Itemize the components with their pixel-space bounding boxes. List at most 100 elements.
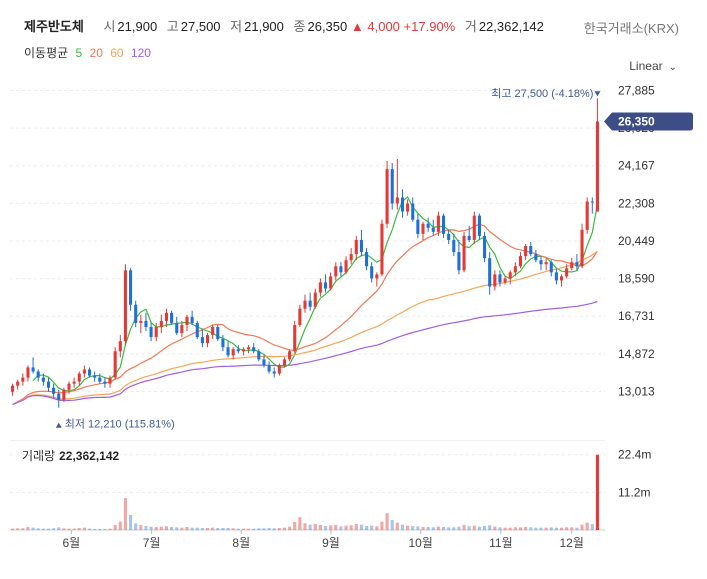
volume-bar[interactable] <box>211 527 215 530</box>
volume-bar[interactable] <box>62 528 66 530</box>
volume-bar[interactable] <box>534 527 538 530</box>
candle-body[interactable] <box>195 322 199 338</box>
volume-bar[interactable] <box>236 528 240 530</box>
volume-bar[interactable] <box>103 528 107 530</box>
volume-bar[interactable] <box>272 528 276 530</box>
volume-bar[interactable] <box>318 524 322 530</box>
volume-bar[interactable] <box>559 527 564 530</box>
price-chart[interactable]: 27,88526,02624,16722,30820,44918,59016,7… <box>0 0 707 440</box>
volume-bar[interactable] <box>462 524 466 530</box>
volume-bar[interactable] <box>139 524 143 530</box>
candle-body[interactable] <box>534 254 538 261</box>
volume-bar[interactable] <box>190 527 194 530</box>
volume-bar[interactable] <box>498 527 502 530</box>
volume-bar[interactable] <box>180 527 184 530</box>
volume-bar[interactable] <box>416 526 420 530</box>
candle-body[interactable] <box>103 381 107 384</box>
candle-body[interactable] <box>493 274 497 287</box>
candle-body[interactable] <box>595 121 599 212</box>
volume-bar[interactable] <box>436 526 440 530</box>
candle-body[interactable] <box>354 239 358 255</box>
volume-bar[interactable] <box>267 527 271 530</box>
volume-bar[interactable] <box>57 527 61 530</box>
volume-bar[interactable] <box>200 527 204 530</box>
volume-bar[interactable] <box>16 528 20 530</box>
volume-bar[interactable] <box>113 524 117 530</box>
scale-selector[interactable]: Linear ⌄ <box>629 59 677 73</box>
candle-body[interactable] <box>483 235 487 259</box>
candle-body[interactable] <box>544 262 548 265</box>
candle-body[interactable] <box>554 272 558 281</box>
candle-body[interactable] <box>164 312 169 321</box>
candle-body[interactable] <box>11 385 15 392</box>
candle-body[interactable] <box>180 324 184 334</box>
candle-body[interactable] <box>154 326 158 338</box>
candle-body[interactable] <box>77 373 81 382</box>
candle-body[interactable] <box>118 341 122 352</box>
candle-body[interactable] <box>359 239 363 253</box>
candle-body[interactable] <box>313 292 317 307</box>
volume-bar[interactable] <box>524 526 528 530</box>
candle-body[interactable] <box>559 276 564 281</box>
candle-body[interactable] <box>134 304 138 323</box>
volume-bar[interactable] <box>129 514 133 530</box>
candle-body[interactable] <box>575 262 579 267</box>
volume-bar[interactable] <box>565 527 569 530</box>
volume-bar[interactable] <box>503 527 507 530</box>
ma-5-label[interactable]: 5 <box>75 46 83 60</box>
volume-bar[interactable] <box>252 528 256 530</box>
volume-bar[interactable] <box>216 527 220 530</box>
volume-bar[interactable] <box>488 525 492 530</box>
volume-bar[interactable] <box>370 525 374 530</box>
candle-body[interactable] <box>447 233 451 240</box>
candle-body[interactable] <box>129 270 133 305</box>
volume-bar[interactable] <box>31 527 35 530</box>
volume-bar[interactable] <box>365 525 369 530</box>
candle-body[interactable] <box>200 337 204 344</box>
volume-bar[interactable] <box>149 526 153 530</box>
volume-bar[interactable] <box>339 526 343 530</box>
volume-bar[interactable] <box>431 527 435 530</box>
candle-body[interactable] <box>277 365 281 374</box>
candle-body[interactable] <box>46 381 51 388</box>
candle-body[interactable] <box>385 169 389 224</box>
volume-bar[interactable] <box>585 522 589 530</box>
volume-bar[interactable] <box>426 526 430 530</box>
candle-body[interactable] <box>36 371 40 378</box>
volume-bar[interactable] <box>329 525 333 530</box>
volume-bar[interactable] <box>46 528 51 530</box>
candle-body[interactable] <box>411 203 415 220</box>
volume-bar[interactable] <box>334 524 338 530</box>
volume-bar[interactable] <box>595 454 599 530</box>
volume-bar[interactable] <box>493 526 497 530</box>
candle-body[interactable] <box>426 223 430 228</box>
volume-bar[interactable] <box>247 528 251 530</box>
volume-bar[interactable] <box>406 525 410 530</box>
volume-bar[interactable] <box>282 527 287 530</box>
candle-body[interactable] <box>565 268 569 277</box>
volume-bar[interactable] <box>349 525 353 530</box>
volume-bar[interactable] <box>323 525 328 530</box>
candle-body[interactable] <box>221 339 225 348</box>
candle-body[interactable] <box>457 252 461 271</box>
candle-body[interactable] <box>205 335 210 344</box>
volume-bar[interactable] <box>231 528 235 530</box>
candle-body[interactable] <box>262 359 266 366</box>
candle-body[interactable] <box>41 377 45 382</box>
candle-body[interactable] <box>170 312 174 323</box>
candle-body[interactable] <box>21 377 25 382</box>
candle-body[interactable] <box>62 389 66 400</box>
volume-bar[interactable] <box>262 528 266 530</box>
volume-bar[interactable] <box>277 527 281 530</box>
volume-bar[interactable] <box>170 526 174 530</box>
candle-body[interactable] <box>98 377 102 382</box>
candle-body[interactable] <box>123 270 127 342</box>
candle-body[interactable] <box>549 262 553 273</box>
candle-body[interactable] <box>185 316 189 325</box>
volume-bar[interactable] <box>98 528 102 530</box>
candle-body[interactable] <box>390 169 394 204</box>
candle-body[interactable] <box>580 229 584 267</box>
candle-body[interactable] <box>498 274 502 283</box>
volume-bar[interactable] <box>385 513 389 530</box>
volume-bar[interactable] <box>226 527 230 530</box>
